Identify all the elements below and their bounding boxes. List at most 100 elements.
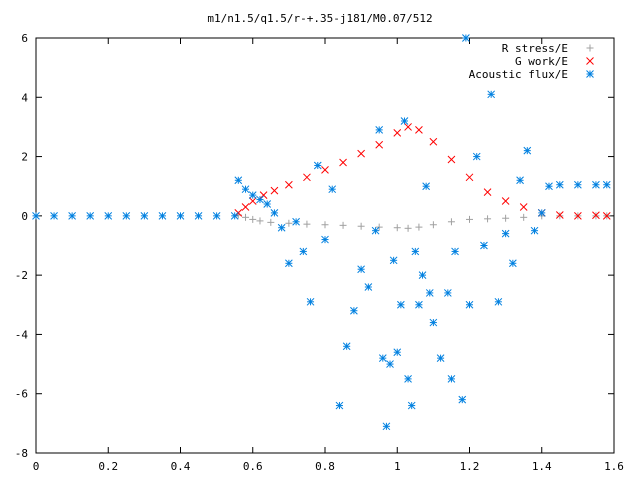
data-point	[602, 212, 611, 220]
data-point	[339, 221, 347, 229]
data-point	[415, 126, 423, 134]
legend-label: G work/E	[515, 55, 568, 68]
data-point	[393, 129, 402, 137]
data-point	[259, 191, 268, 199]
data-point	[285, 259, 293, 268]
x-tick-label: 1.4	[532, 460, 552, 473]
data-point	[122, 212, 131, 220]
data-point	[501, 197, 510, 205]
data-point	[285, 219, 293, 227]
x-axis: 0 0.2 0.4 0.6 0.8 1 1.2 1.4 1.6	[33, 38, 624, 473]
data-point	[404, 375, 412, 383]
data-point	[263, 200, 272, 208]
data-point	[350, 306, 358, 315]
data-point	[418, 271, 427, 279]
data-point	[364, 283, 373, 291]
data-point	[249, 215, 257, 223]
data-point	[267, 218, 275, 226]
y-axis: 6 4 2 0 -2 -4 -6 -8	[15, 32, 614, 460]
data-point	[484, 215, 492, 223]
data-point	[241, 203, 250, 211]
data-point	[458, 395, 467, 404]
data-point	[523, 146, 532, 155]
x-tick-label: 0.2	[98, 460, 118, 473]
data-point	[404, 123, 412, 131]
data-point	[555, 211, 564, 219]
data-point	[400, 117, 409, 125]
data-point	[285, 180, 293, 189]
data-point	[465, 173, 474, 182]
data-point	[86, 212, 95, 220]
data-point	[270, 186, 279, 195]
data-point	[397, 300, 405, 309]
data-point	[230, 212, 239, 220]
data-point	[270, 209, 279, 217]
series-0	[234, 211, 611, 232]
x-tick-label: 1.6	[604, 460, 624, 473]
data-point	[555, 180, 564, 189]
data-point	[415, 300, 423, 309]
data-point	[357, 149, 365, 158]
data-point	[508, 259, 517, 268]
data-point	[158, 212, 167, 220]
legend-marker	[586, 57, 594, 65]
legend-label: Acoustic flux/E	[469, 68, 568, 81]
x-tick-label: 1	[394, 460, 401, 473]
data-point	[382, 422, 391, 431]
data-point	[194, 212, 203, 220]
data-point	[32, 212, 40, 220]
data-point	[303, 173, 311, 182]
data-point	[407, 401, 416, 410]
data-point	[429, 318, 438, 327]
data-point	[429, 221, 437, 229]
y-tick-label: -8	[15, 447, 28, 460]
x-tick-label: 1.2	[460, 460, 480, 473]
data-point	[494, 297, 503, 306]
data-point	[602, 180, 611, 189]
data-point	[545, 182, 553, 191]
data-point	[339, 158, 347, 167]
y-tick-label: -6	[15, 388, 28, 401]
x-tick-label: 0.8	[315, 460, 335, 473]
data-point	[248, 197, 257, 205]
data-point	[328, 185, 337, 194]
y-tick-label: 0	[21, 210, 28, 223]
data-point	[321, 166, 329, 174]
plot-border	[35, 37, 615, 454]
series-1	[234, 123, 611, 220]
legend-marker	[586, 70, 594, 78]
chart-title: m1/n1.5/q1.5/r-+.35-j181/M0.07/512	[207, 12, 432, 25]
data-point	[465, 300, 474, 309]
data-point	[487, 90, 496, 99]
data-point	[516, 176, 524, 185]
data-point	[357, 265, 365, 274]
series-2	[32, 34, 611, 431]
data-point	[447, 218, 455, 226]
data-point	[592, 180, 600, 189]
data-point	[520, 213, 528, 221]
data-point	[574, 180, 582, 189]
data-point	[537, 209, 546, 217]
data-point	[248, 191, 257, 199]
data-point	[375, 126, 384, 134]
data-point	[447, 155, 456, 164]
data-point	[472, 152, 481, 161]
data-point	[480, 241, 488, 250]
data-point	[371, 226, 380, 235]
data-point	[375, 223, 383, 231]
legend-label: R stress/E	[502, 42, 568, 55]
data-point	[501, 229, 510, 238]
y-tick-label: 4	[21, 91, 28, 104]
data-point	[389, 256, 398, 265]
y-tick-label: 6	[21, 32, 28, 45]
y-tick-label: 2	[21, 151, 28, 164]
data-point	[443, 289, 452, 297]
data-point	[256, 217, 264, 225]
data-point	[242, 213, 250, 221]
data-point	[299, 247, 308, 256]
data-point	[140, 212, 149, 220]
data-point	[519, 203, 528, 211]
y-tick-label: -2	[15, 269, 28, 282]
data-point	[429, 137, 438, 146]
